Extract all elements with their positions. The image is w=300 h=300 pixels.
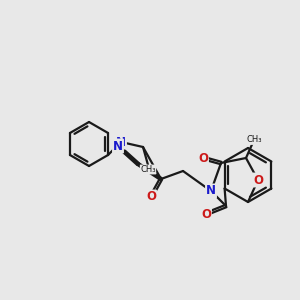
Text: CH₃: CH₃	[246, 136, 262, 145]
Text: N: N	[116, 136, 126, 148]
Text: O: O	[146, 190, 156, 203]
Text: N: N	[113, 140, 123, 152]
Text: O: O	[198, 152, 208, 164]
Text: N: N	[206, 184, 216, 197]
Text: O: O	[201, 208, 211, 220]
Text: CH₃: CH₃	[140, 165, 156, 174]
Text: O: O	[253, 173, 263, 187]
